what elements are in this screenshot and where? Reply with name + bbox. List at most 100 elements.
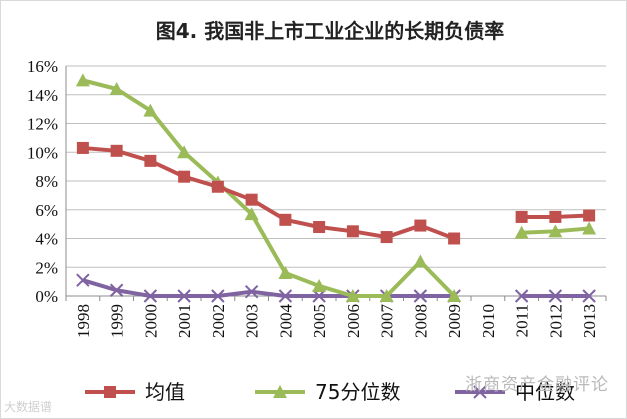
chart-title: 图4. 我国非上市工业企业的长期负债率 xyxy=(156,19,504,43)
legend-marker xyxy=(473,385,487,399)
y-tick-label: 12% xyxy=(27,115,58,134)
legend-marker xyxy=(273,385,287,398)
marker-stroke xyxy=(76,273,90,287)
series-square xyxy=(76,141,596,245)
data-point xyxy=(515,210,528,223)
y-tick-label: 2% xyxy=(35,258,58,277)
data-point xyxy=(211,289,225,303)
x-tick-label: 2006 xyxy=(344,304,363,338)
x-tick-label: 2002 xyxy=(209,304,228,338)
data-point xyxy=(447,289,462,302)
marker-stroke xyxy=(473,385,487,399)
data-point xyxy=(143,289,158,303)
data-point xyxy=(109,283,124,297)
marker-stroke xyxy=(211,289,225,303)
legend-label: 75分位数 xyxy=(315,380,400,404)
x-tick-label: 1999 xyxy=(108,304,127,338)
marker-stroke xyxy=(548,289,563,303)
data-point xyxy=(177,289,191,303)
marker-stroke xyxy=(582,289,596,303)
x-tick-label: 2011 xyxy=(513,304,532,337)
x-tick-label: 2013 xyxy=(580,304,599,338)
legend-item: 75分位数 xyxy=(255,380,400,404)
data-point xyxy=(178,170,191,183)
data-point xyxy=(582,221,597,235)
data-point xyxy=(414,219,427,232)
series-line xyxy=(82,78,456,298)
data-point xyxy=(583,209,596,222)
watermark-text: 浙商资产金融评论 xyxy=(465,375,609,395)
data-point xyxy=(244,207,259,221)
legend: 均值 75分位数 中位数 xyxy=(85,380,575,404)
marker-stroke xyxy=(143,289,158,303)
data-point xyxy=(514,289,529,303)
data-point xyxy=(448,232,461,245)
x-axis: 1998 1999 2000 2001 2002 2003 2004 2005 2006 2007… xyxy=(65,295,607,339)
data-point xyxy=(548,289,563,303)
y-tick-label: 8% xyxy=(35,172,58,191)
data-point xyxy=(245,193,258,206)
series-x xyxy=(76,273,596,303)
data-point xyxy=(110,144,123,157)
data-point xyxy=(211,180,224,193)
y-tick-label: 10% xyxy=(27,143,58,162)
data-point xyxy=(312,278,327,292)
y-tick-label: 6% xyxy=(35,201,58,220)
data-point xyxy=(109,82,124,95)
series-layer xyxy=(75,73,597,303)
data-point xyxy=(514,225,529,239)
x-tick-label: 2005 xyxy=(310,304,329,338)
data-point xyxy=(312,289,326,303)
series-line xyxy=(82,278,455,298)
watermark-logo-text: 大数据谱 xyxy=(4,400,53,414)
x-tick-label: 1998 xyxy=(74,304,93,338)
y-axis: 16% 14% 12% 10% 8% 6% 4% 2% 0% xyxy=(27,57,67,306)
marker-stroke xyxy=(278,289,293,303)
x-tick-label: 2008 xyxy=(411,304,430,338)
data-point xyxy=(549,210,562,223)
legend-label: 中位数 xyxy=(515,380,575,404)
data-point xyxy=(548,224,563,238)
marker-stroke xyxy=(413,289,428,303)
data-point xyxy=(279,213,292,226)
y-tick-label: 14% xyxy=(27,86,58,105)
data-point xyxy=(177,145,192,159)
x-tick-label: 2000 xyxy=(141,304,160,338)
data-point xyxy=(413,289,428,303)
data-point xyxy=(278,266,293,279)
legend-label: 均值 xyxy=(145,380,185,404)
legend-marker xyxy=(104,386,116,398)
marker-stroke xyxy=(312,289,326,303)
data-point xyxy=(346,225,359,238)
legend-item: 中位数 xyxy=(455,380,575,404)
data-point xyxy=(244,284,259,299)
data-point xyxy=(76,273,90,287)
x-tick-label: 2010 xyxy=(479,304,498,338)
y-tick-label: 0% xyxy=(35,287,58,306)
data-point xyxy=(313,221,326,233)
x-tick-label: 2003 xyxy=(243,304,262,338)
y-tick-label: 16% xyxy=(27,57,58,76)
x-tick-label: 2012 xyxy=(546,304,565,338)
x-tick-label: 2001 xyxy=(175,304,194,338)
data-point xyxy=(345,289,360,302)
x-tick-label: 2007 xyxy=(378,304,397,339)
marker-stroke xyxy=(109,283,124,297)
data-point xyxy=(278,289,293,303)
x-tick-label: 2004 xyxy=(276,304,295,339)
data-point xyxy=(379,289,394,302)
marker-stroke xyxy=(244,284,259,299)
data-point xyxy=(380,231,393,244)
data-point xyxy=(144,154,157,167)
marker-stroke xyxy=(514,289,529,303)
legend-item: 均值 xyxy=(85,380,185,404)
data-point xyxy=(143,103,158,117)
marker-stroke xyxy=(177,289,191,303)
gridlines xyxy=(66,65,606,297)
series-line xyxy=(82,145,455,241)
y-tick-label: 4% xyxy=(35,230,58,249)
data-point xyxy=(76,141,89,154)
data-point xyxy=(582,289,596,303)
data-point xyxy=(413,254,428,268)
